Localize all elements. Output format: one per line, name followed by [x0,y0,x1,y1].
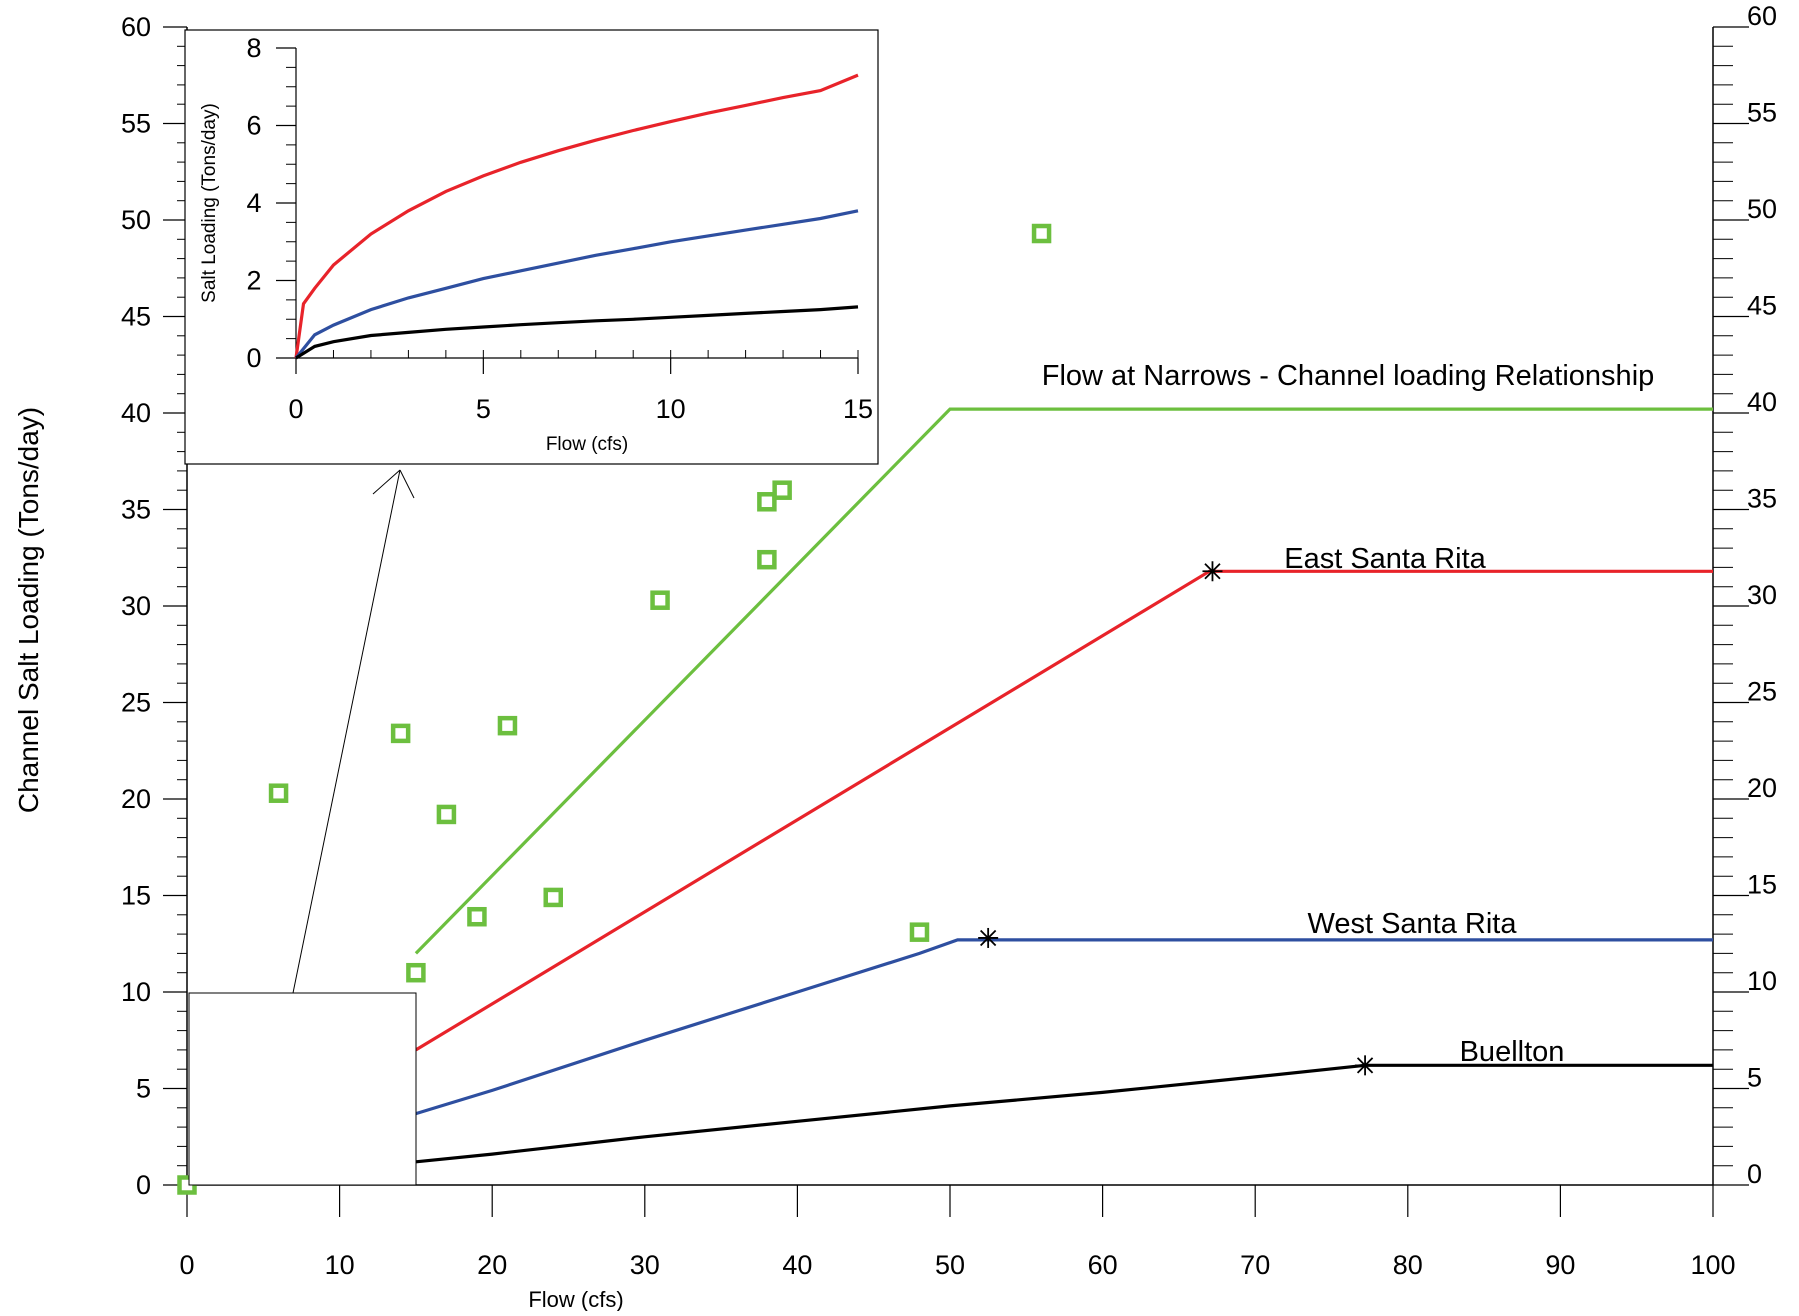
y2-tick-label: 0 [1747,1159,1762,1189]
y2-tick-label: 25 [1747,677,1777,707]
y-tick-label: 25 [121,688,151,718]
series-labels: Flow at Narrows - Channel loading Relati… [1042,360,1655,1068]
inset-series-line [294,73,859,359]
observed-point [772,480,792,500]
y2-tick-label: 10 [1747,966,1777,996]
inset-y-tick-label: 2 [246,266,261,296]
inset-y-tick-label: 0 [246,343,261,373]
observed-point [467,906,487,927]
marker-stroke [1356,1057,1374,1074]
zoom-box [188,992,417,1186]
x-tick-label: 60 [1088,1250,1118,1280]
y-tick-label: 30 [121,591,151,621]
y2-tick-label: 40 [1747,387,1777,417]
x-tick-label: 40 [782,1250,812,1280]
series-label: East Santa Rita [1284,543,1486,575]
x-tick-label: 90 [1545,1250,1575,1280]
x-tick-label: 50 [935,1250,965,1280]
y-tick-label: 40 [121,398,151,428]
series-line [415,938,1713,1116]
inset-series-line [295,305,859,360]
inset-x-tick-label: 0 [288,394,303,424]
y-tick-label: 55 [121,109,151,139]
y2-tick-label: 20 [1747,773,1777,803]
y-tick-label: 10 [121,977,151,1007]
y2-tick-label: 60 [1747,1,1777,31]
inset-y-tick-label: 8 [246,33,261,63]
series-line [415,569,1713,1052]
observed-point [390,723,411,744]
callout-line [292,469,401,994]
series-label: Buellton [1460,1036,1565,1068]
y2-tick-label: 15 [1747,870,1777,900]
y-tick-label: 15 [121,881,151,911]
observed-point [543,887,563,908]
x-tick-label: 30 [630,1250,660,1280]
observed-point [757,549,777,570]
main-axes: 0510152025303540455055600510152025303540… [121,1,1777,1280]
main-series [414,407,1713,1164]
inset-y-axis-title: Salt Loading (Tons/day) [199,103,220,303]
y-tick-label: 35 [121,495,151,525]
inset-y-tick-label: 4 [246,188,261,218]
y-tick-label: 50 [121,205,151,235]
y2-tick-label: 45 [1747,291,1777,321]
y-tick-label: 5 [136,1074,151,1104]
x-tick-label: 100 [1690,1250,1735,1280]
x-tick-label: 80 [1393,1250,1423,1280]
inset-chart: 0 2 4 6 8 0 5 10 15 Flow (cfs) Salt Loading (Tons/… [184,29,879,465]
zoom-callout [188,469,417,1186]
observed-point [1031,223,1052,244]
series-label: Flow at Narrows - Channel loading Relati… [1042,360,1655,392]
inset-x-tick-label: 5 [476,394,491,424]
observed-point [406,962,426,983]
observed-point [757,492,777,512]
y-tick-label: 0 [136,1170,151,1200]
observed-point [650,590,670,610]
inset-x-tick-label: 15 [843,394,873,424]
y2-tick-label: 35 [1747,484,1777,514]
series-label: West Santa Rita [1307,908,1517,940]
y2-tick-label: 30 [1747,580,1777,610]
marker-stroke [980,929,997,947]
inset-series-line [294,209,859,360]
marker-stroke [1204,563,1221,580]
x-tick-label: 0 [179,1250,194,1280]
y2-tick-label: 55 [1747,98,1777,128]
series-line [415,1063,1713,1164]
series-marker [1202,561,1223,582]
observed-points [177,223,1052,1195]
y-tick-label: 20 [121,784,151,814]
arrow-head-right [399,469,415,499]
x-tick-label: 20 [477,1250,507,1280]
series-line [414,407,1713,955]
x-tick-label: 70 [1240,1250,1270,1280]
y-tick-label: 60 [121,12,151,42]
inset-x-tick-label: 10 [656,394,686,424]
inset-y-tick-label: 6 [246,111,261,141]
arrow-head-left [372,469,401,495]
x-axis-title: Flow (cfs) [528,1287,623,1311]
y2-tick-label: 5 [1747,1063,1762,1093]
observed-point [497,715,518,736]
inset-x-axis-title: Flow (cfs) [546,434,628,455]
x-tick-label: 10 [325,1250,355,1280]
observed-point [268,783,289,803]
y2-tick-label: 50 [1747,194,1777,224]
series-marker [978,927,999,948]
observed-point [909,922,930,942]
series-marker [1355,1055,1376,1076]
observed-point [436,804,457,825]
y-axis-title: Channel Salt Loading (Tons/day) [13,407,44,813]
y-tick-label: 45 [121,302,151,332]
